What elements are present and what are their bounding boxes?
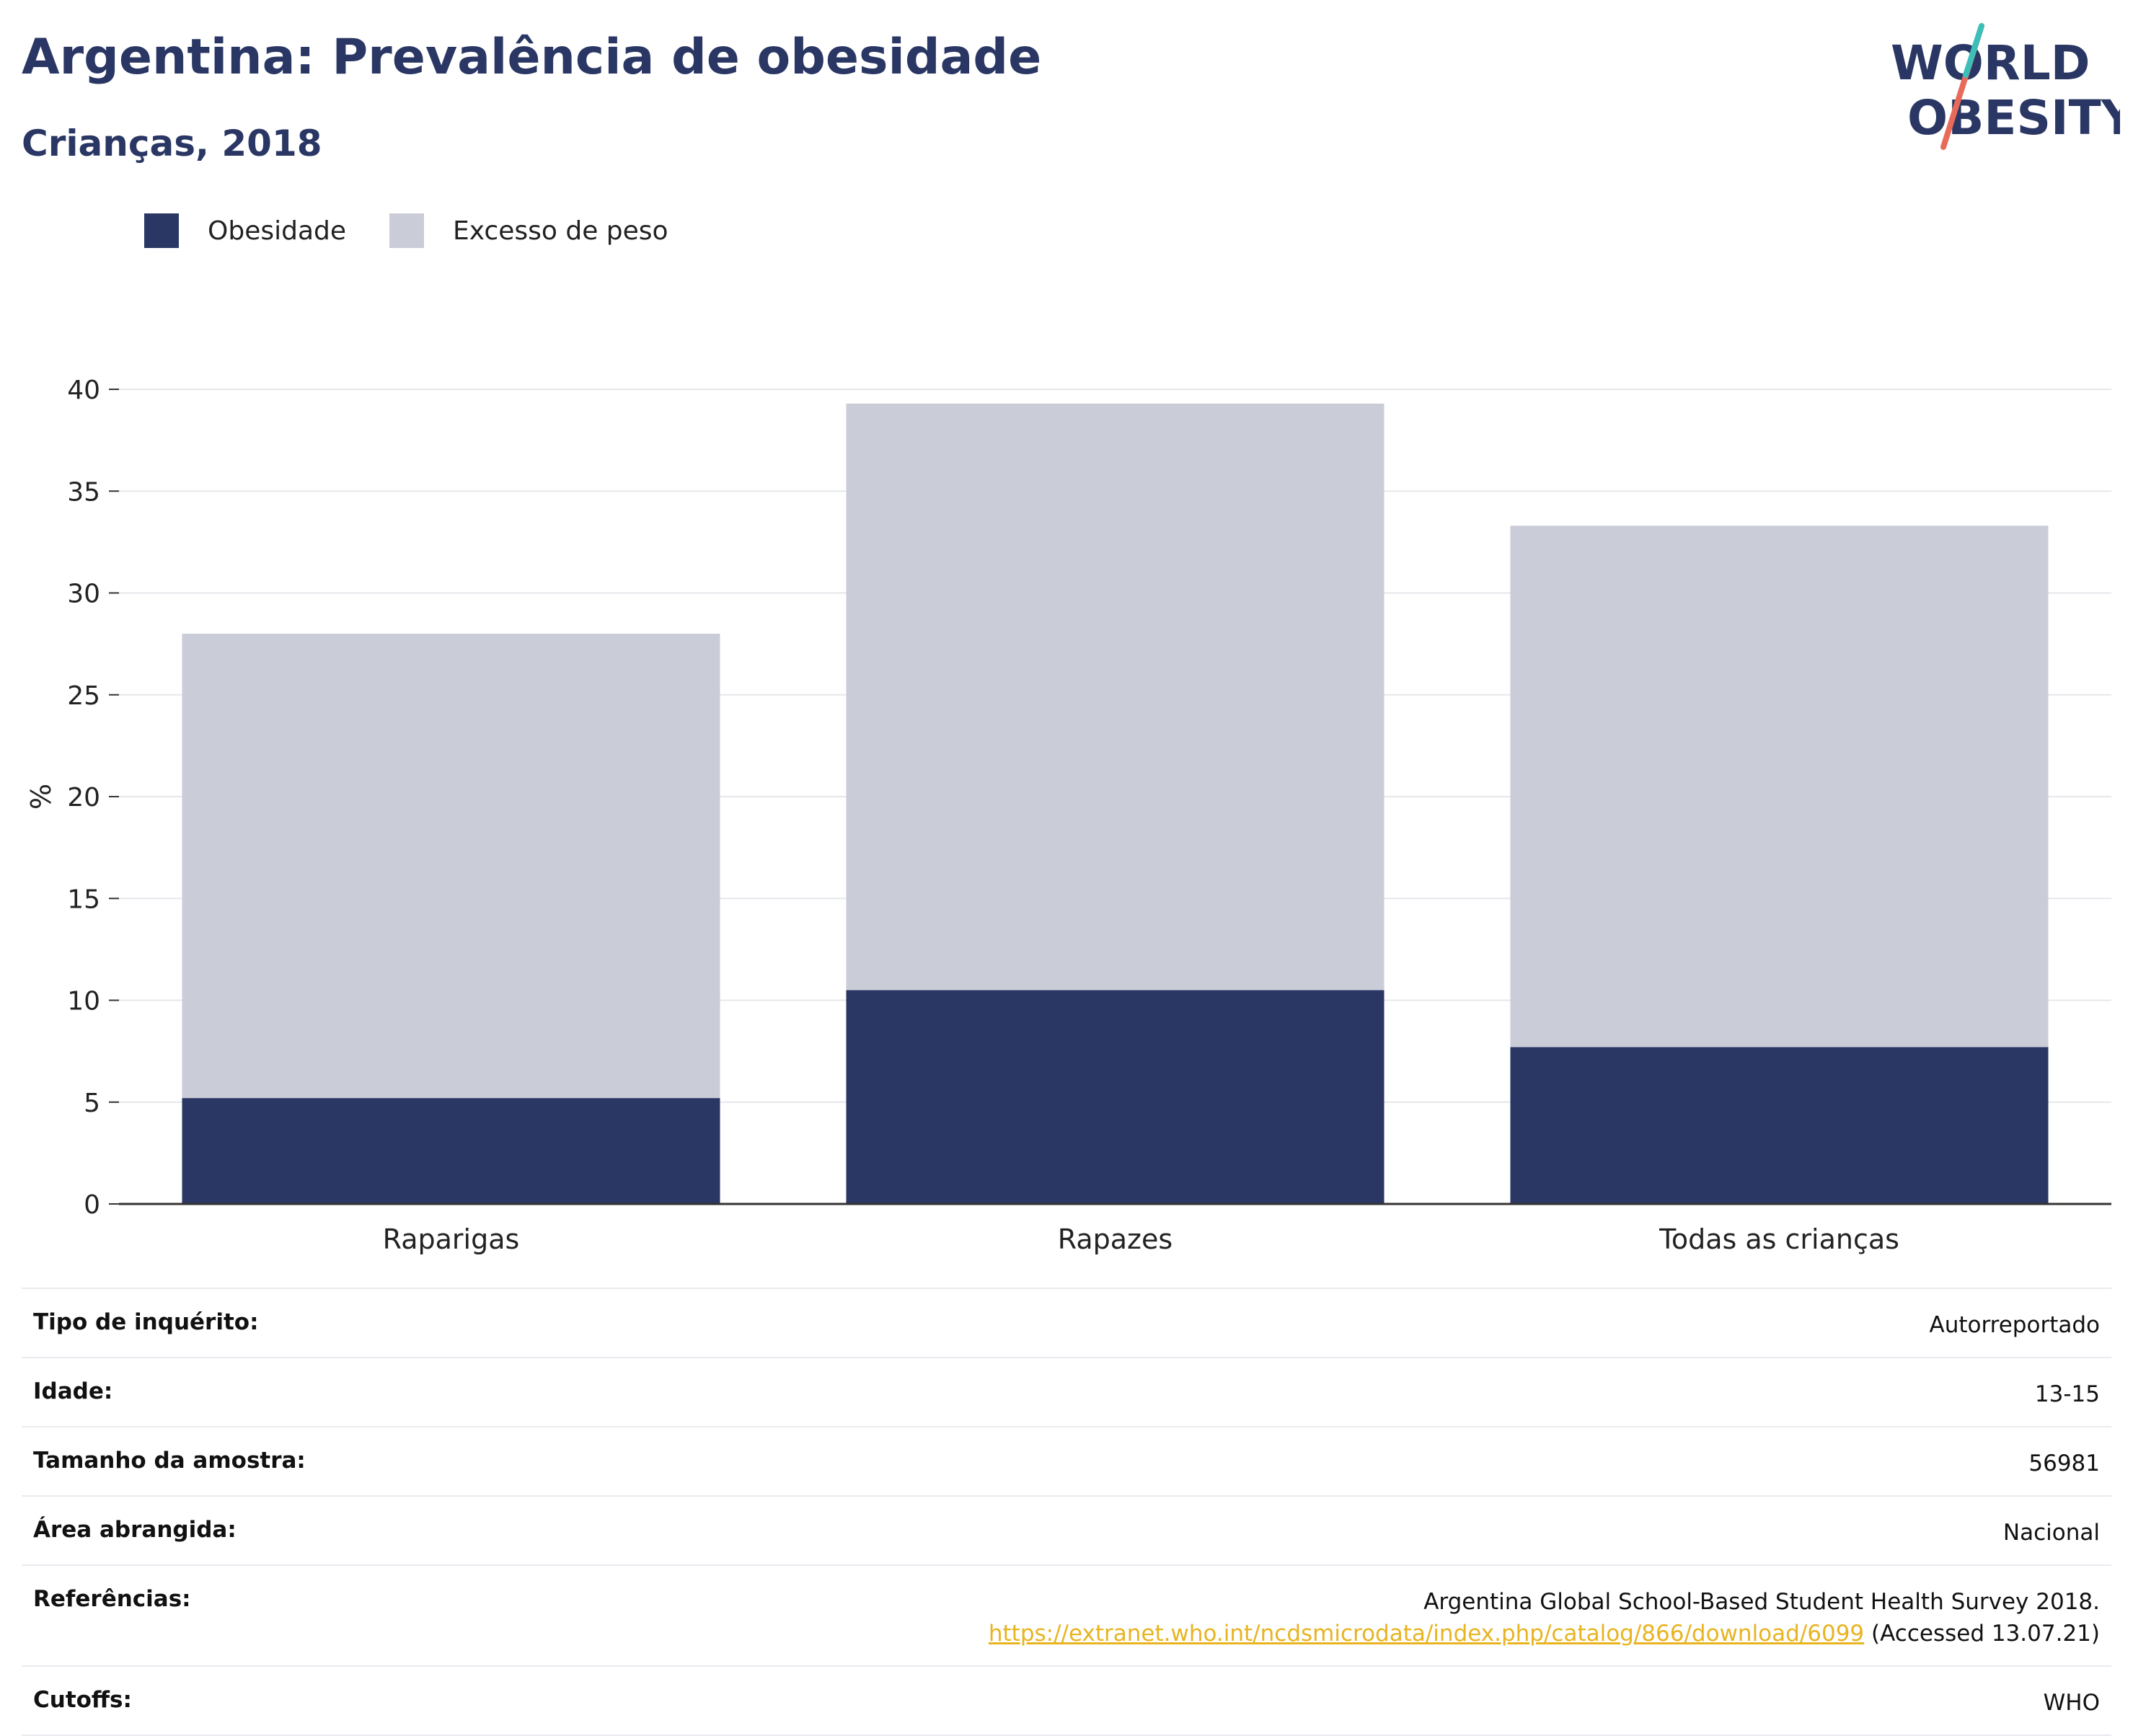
y-tick-label: 0: [84, 1190, 100, 1220]
metadata-table: Tipo de inquérito: Autorreportado Idade:…: [22, 1288, 2111, 1736]
y-tick-label: 10: [67, 987, 100, 1017]
y-tick-label: 15: [67, 885, 100, 914]
y-tick-label: 25: [67, 681, 100, 711]
reference-link[interactable]: https://extranet.who.int/ncdsmicrodata/i…: [988, 1621, 1865, 1647]
meta-row-age: Idade: 13-15: [22, 1357, 2111, 1426]
meta-row-coverage: Área abrangida: Nacional: [22, 1495, 2111, 1564]
legend-item-excesso: Excesso de peso: [389, 213, 668, 248]
meta-label: Área abrangida:: [33, 1517, 237, 1543]
y-tick-label: 35: [67, 477, 100, 507]
bar-excesso-de-peso: [846, 403, 1385, 991]
world-obesity-logo: WORLD OBESITY: [1891, 23, 2120, 150]
chart-legend: Obesidade Excesso de peso: [144, 213, 712, 248]
meta-value: Autorreportado: [1929, 1312, 2101, 1338]
page-subtitle: Crianças, 2018: [22, 123, 322, 164]
bar-excesso-de-peso: [182, 634, 720, 1099]
y-tick-label: 30: [67, 580, 100, 609]
bar-excesso-de-peso: [1510, 526, 2049, 1048]
logo-text-obesity: OBESITY: [1907, 90, 2120, 146]
meta-value: WHO: [2043, 1690, 2100, 1716]
meta-row-sample-size: Tamanho da amostra: 56981: [22, 1426, 2111, 1495]
meta-value: 13-15: [2034, 1381, 2100, 1407]
logo-text-world: WORLD: [1891, 35, 2090, 91]
meta-row-references: Referências: Argentina Global School-Bas…: [22, 1564, 2111, 1665]
meta-row-cutoffs: Cutoffs: WHO: [22, 1665, 2111, 1736]
legend-item-obesidade: Obesidade: [144, 213, 346, 248]
legend-label-excesso: Excesso de peso: [453, 216, 668, 246]
bar-obesidade: [182, 1098, 720, 1204]
y-axis-label: %: [25, 784, 57, 810]
legend-swatch-excesso: [389, 213, 425, 248]
meta-value: 56981: [2028, 1451, 2100, 1476]
bar-obesidade: [846, 990, 1385, 1204]
reference-accessed: (Accessed 13.07.21): [1864, 1621, 2100, 1647]
legend-label-obesidade: Obesidade: [208, 216, 347, 246]
meta-row-survey-type: Tipo de inquérito: Autorreportado: [22, 1288, 2111, 1357]
page-title: Argentina: Prevalência de obesidade: [22, 29, 1042, 86]
meta-value-references: Argentina Global School-Based Student He…: [989, 1586, 2100, 1649]
bar-obesidade: [1510, 1047, 2049, 1204]
y-tick-label: 20: [67, 783, 100, 812]
reference-text: Argentina Global School-Based Student He…: [1423, 1589, 2100, 1615]
meta-value: Nacional: [2002, 1520, 2100, 1546]
legend-swatch-obesidade: [144, 213, 179, 248]
meta-label: Tamanho da amostra:: [33, 1448, 306, 1474]
meta-label: Idade:: [33, 1378, 113, 1404]
x-tick-label: Todas as crianças: [1659, 1223, 1899, 1254]
y-tick-label: 40: [67, 376, 100, 405]
meta-label: Cutoffs:: [33, 1687, 132, 1713]
x-tick-label: Raparigas: [383, 1223, 520, 1254]
meta-label: Tipo de inquérito:: [33, 1309, 259, 1335]
bar-chart: 0 5 10 15 20 25 30 35 40% Raparigas Rapazes Todas a…: [25, 376, 2111, 1254]
meta-label: Referências:: [33, 1586, 191, 1612]
y-tick-label: 5: [84, 1089, 100, 1118]
x-tick-label: Rapazes: [1058, 1223, 1173, 1254]
slash-logo-icon-top: [1963, 23, 1984, 78]
